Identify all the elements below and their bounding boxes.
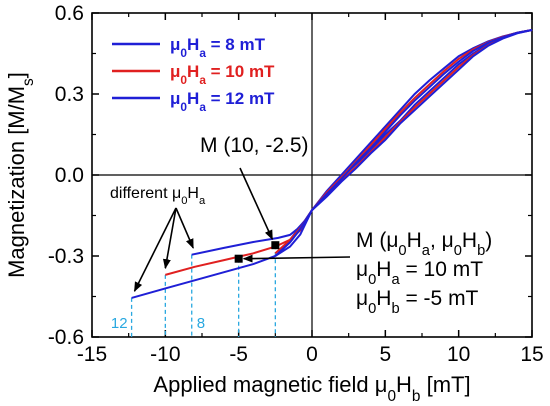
series-2-upper-branch <box>131 29 533 299</box>
y-tick-label: 0.6 <box>55 2 84 25</box>
y-tick-label: -0.6 <box>48 326 84 349</box>
series-2-lower-branch <box>274 29 533 257</box>
marked-point-1 <box>234 254 243 263</box>
marked-point-0 <box>271 241 280 250</box>
annotation-box-line2: μ0Ha = 10 mT <box>356 258 483 288</box>
annotation-box-line3: μ0Hb = -5 mT <box>356 287 479 317</box>
x-tick-label: 5 <box>379 343 391 366</box>
y-tick-label: -0.3 <box>48 245 84 268</box>
x-tick-label: 15 <box>520 343 543 366</box>
series-0-upper-branch <box>191 29 533 256</box>
x-tick-label: -15 <box>77 343 107 366</box>
annotation-point-label: M (10, -2.5) <box>200 134 309 157</box>
series-1-lower-branch <box>274 29 533 255</box>
annotation-box-arrow <box>242 254 351 263</box>
guide-lines: 12 8 <box>111 245 276 337</box>
annotation-box-line1: M (μ0Ha, μ0Hb) <box>356 229 492 259</box>
x-axis-title: Applied magnetic field μ0Hb [mT] <box>153 372 470 405</box>
marked-points <box>234 241 280 263</box>
x-tick-label: -5 <box>229 343 248 366</box>
annotation-arrow-0 <box>133 207 177 293</box>
x-tick-label: 10 <box>447 343 470 366</box>
axes: -15 -10 -5 0 5 10 15 -0.6 -0.3 0.0 0.3 0.6 Applied m… <box>4 2 544 405</box>
series-curves <box>131 29 533 299</box>
y-tick-label: 0.3 <box>55 83 84 106</box>
series-0-lower-branch <box>277 29 533 254</box>
annotation-arrow-1 <box>162 207 177 270</box>
x-tick-label: -10 <box>150 343 180 366</box>
annotation-point-arrow <box>239 167 274 241</box>
legend-label-0: μ0Ha = 8 mT <box>170 35 266 60</box>
legend-label-1: μ0Ha = 10 mT <box>170 62 275 87</box>
x-tick-label: 0 <box>306 343 318 366</box>
legend-label-2: μ0Ha = 12 mT <box>170 89 275 114</box>
guide-label-12: 12 <box>111 315 128 332</box>
annotations: different μ0Ha M (10, -2.5) M (μ0Ha, μ0Hb)… <box>110 134 492 317</box>
y-axis-title: Magnetization [M/Ms] <box>4 72 37 278</box>
y-tick-label: 0.0 <box>55 164 84 187</box>
annotation-different-label: different μ0Ha <box>110 185 206 207</box>
annotation-arrow-2 <box>175 207 194 249</box>
guide-label-8: 8 <box>197 315 205 332</box>
